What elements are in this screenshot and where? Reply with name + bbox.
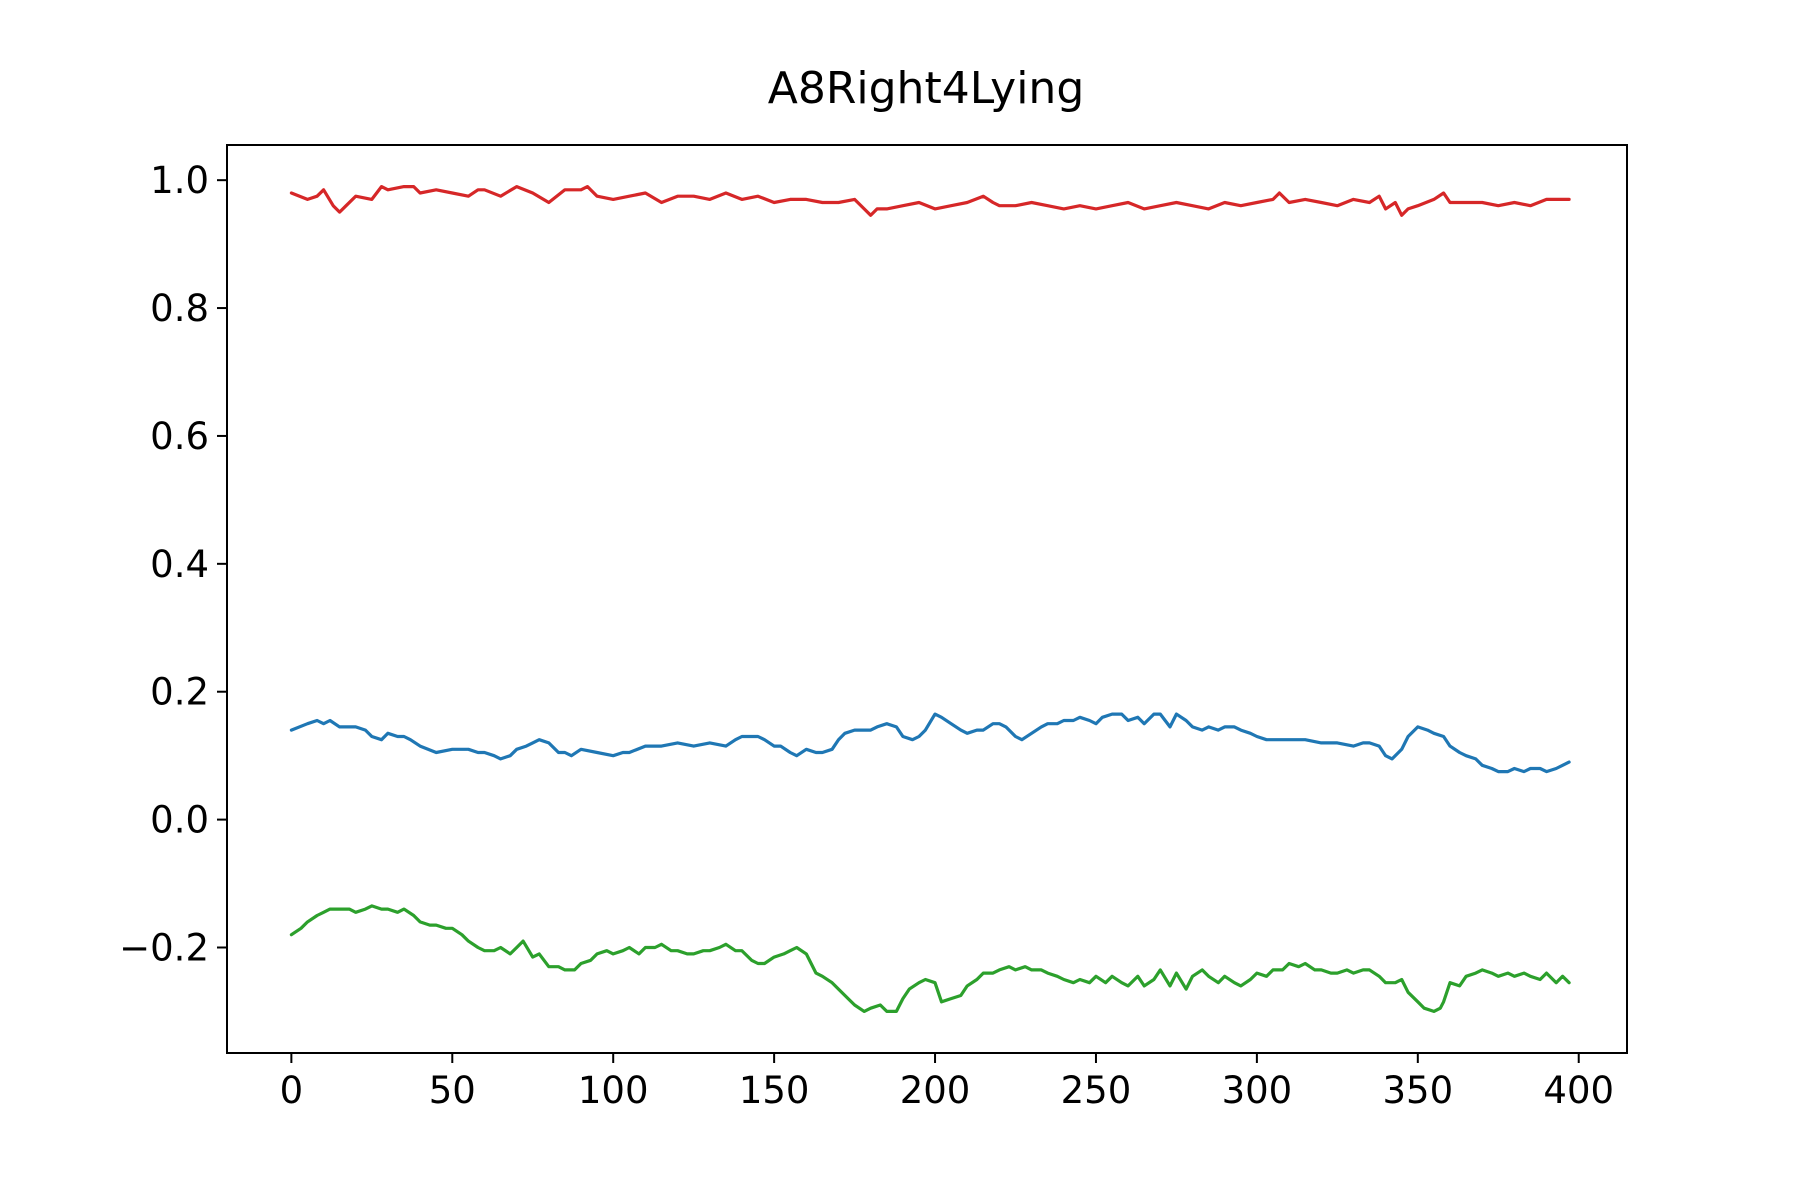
x-axis: 0 50 100 150 200 250 300 350 400 xyxy=(280,1053,1614,1112)
y-tick-label: −0.2 xyxy=(119,926,209,969)
axes-frame xyxy=(226,144,1628,1054)
y-tick-label: 0.8 xyxy=(150,287,209,330)
series-blue-line xyxy=(289,712,1571,774)
x-tick-label: 100 xyxy=(578,1069,649,1112)
x-tick-label: 0 xyxy=(280,1069,304,1112)
series-green-line xyxy=(289,904,1571,1014)
x-tick-label: 50 xyxy=(429,1069,476,1112)
x-tick-label: 250 xyxy=(1061,1069,1132,1112)
y-tick-label: 0.6 xyxy=(150,415,209,458)
x-tick-label: 350 xyxy=(1382,1069,1453,1112)
x-tick-label: 200 xyxy=(900,1069,971,1112)
y-tick-label: 1.0 xyxy=(150,159,209,202)
y-tick-label: 0.2 xyxy=(150,671,209,714)
y-tick-label: 0.0 xyxy=(150,799,209,842)
y-tick-label: 0.4 xyxy=(150,543,209,586)
series-red-line xyxy=(289,185,1571,217)
y-axis: −0.2 0.0 0.2 0.4 0.6 0.8 1.0 xyxy=(119,159,227,969)
plot-area xyxy=(289,185,1571,1014)
chart-title: A8Right4Lying xyxy=(768,63,1085,114)
x-tick-label: 400 xyxy=(1543,1069,1614,1112)
x-tick-label: 150 xyxy=(739,1069,810,1112)
x-tick-label: 300 xyxy=(1222,1069,1293,1112)
